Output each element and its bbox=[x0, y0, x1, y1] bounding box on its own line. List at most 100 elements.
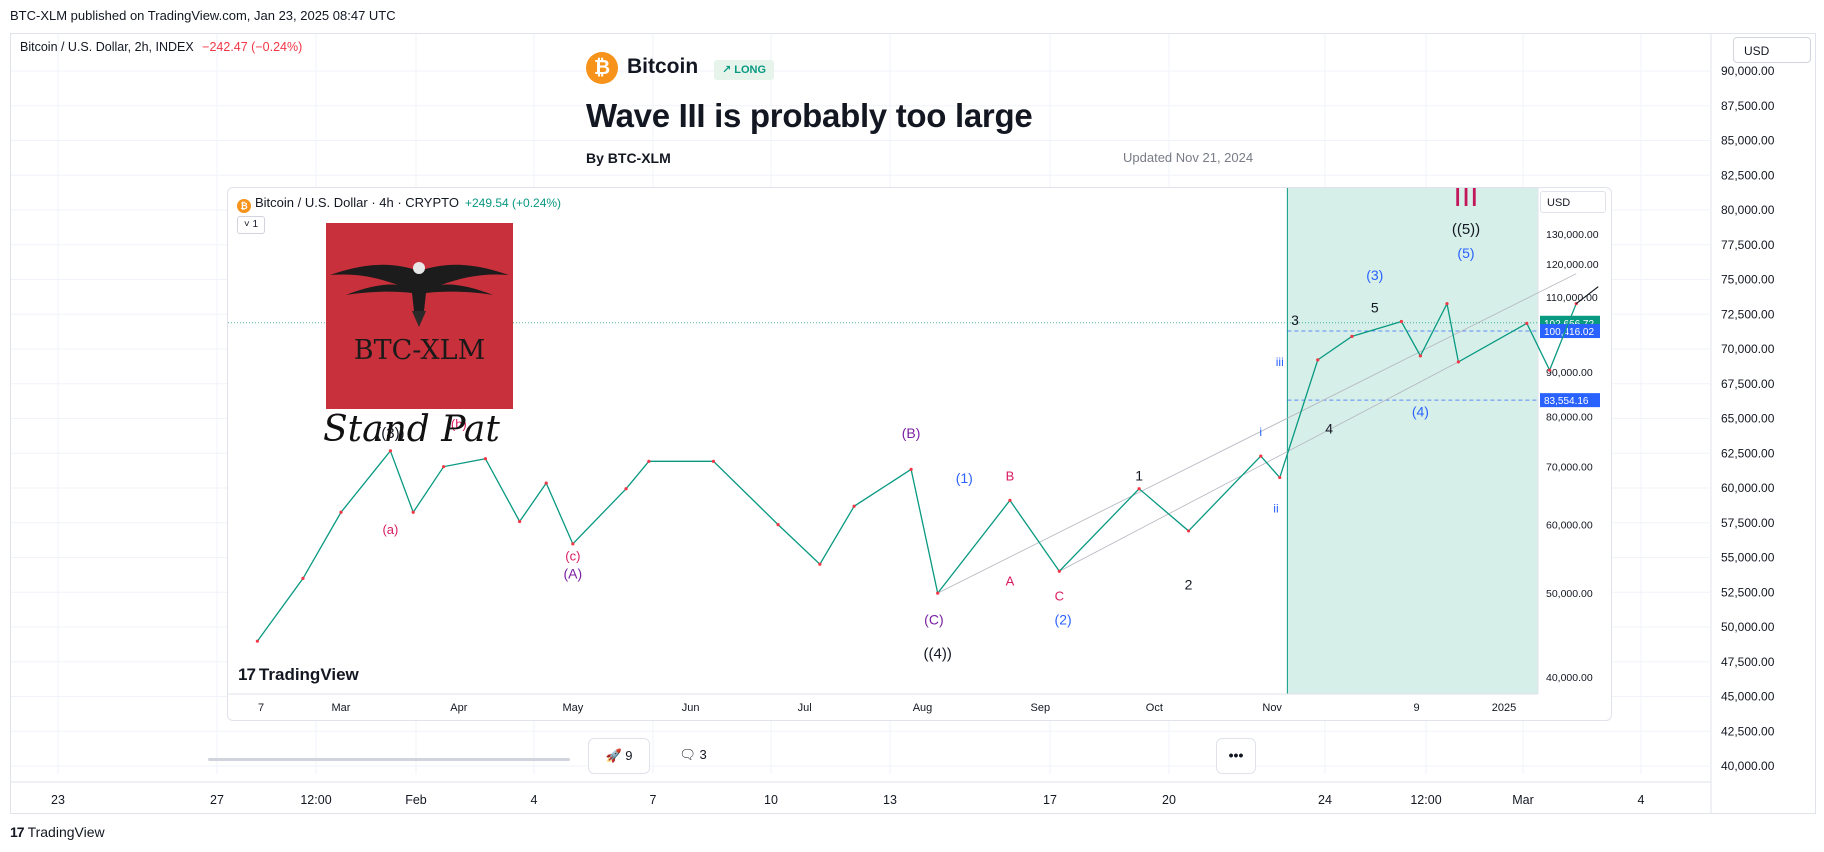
price-point bbox=[1057, 569, 1061, 573]
main-y-tick: 75,000.00 bbox=[1721, 273, 1775, 287]
main-y-tick: 42,500.00 bbox=[1721, 724, 1775, 738]
main-y-tick: 62,500.00 bbox=[1721, 446, 1775, 460]
inner-y-tick: 120,000.00 bbox=[1546, 259, 1599, 271]
main-x-tick: 23 bbox=[51, 793, 65, 807]
wave-label: B bbox=[1006, 468, 1015, 483]
price-point bbox=[1399, 319, 1403, 324]
wave-label: iii bbox=[1276, 355, 1284, 369]
tradingview-footer-text: TradingView bbox=[27, 824, 105, 840]
main-y-tick: 50,000.00 bbox=[1721, 620, 1775, 634]
symbol-link[interactable]: Bitcoin bbox=[627, 55, 699, 78]
wave-label: (b) bbox=[451, 416, 467, 431]
main-y-tick: 70,000.00 bbox=[1721, 342, 1775, 356]
main-x-tick: 12:00 bbox=[300, 793, 331, 807]
projection-zone bbox=[1287, 188, 1538, 694]
inner-y-tick: 70,000.00 bbox=[1546, 462, 1593, 474]
price-point bbox=[518, 519, 522, 524]
price-point bbox=[1278, 475, 1282, 480]
main-y-tick: 80,000.00 bbox=[1721, 203, 1775, 217]
tradingview-footer-logo-icon: 17 bbox=[10, 824, 25, 840]
channel-line bbox=[1059, 361, 1459, 572]
price-level-tag bbox=[1540, 324, 1600, 339]
wave-label: 4 bbox=[1325, 420, 1333, 436]
main-y-tick: 85,000.00 bbox=[1721, 134, 1775, 148]
main-x-tick: 10 bbox=[764, 793, 778, 807]
main-legend-symbol: Bitcoin / U.S. Dollar, 2h, INDEX bbox=[20, 40, 194, 54]
updated-date: Updated Nov 21, 2024 bbox=[1123, 150, 1254, 165]
price-point bbox=[442, 465, 446, 469]
author-logo: BTC-XLM bbox=[326, 223, 513, 409]
inner-x-tick: Aug bbox=[913, 702, 933, 714]
price-point bbox=[818, 562, 822, 566]
tradingview-footer: 17 TradingView bbox=[10, 824, 105, 840]
price-point bbox=[339, 510, 343, 514]
wave-label: (B) bbox=[902, 425, 921, 441]
main-x-tick: 7 bbox=[650, 793, 657, 807]
price-point bbox=[411, 510, 415, 514]
main-y-tick: 47,500.00 bbox=[1721, 655, 1775, 669]
price-point bbox=[1259, 454, 1263, 458]
price-point bbox=[571, 542, 575, 546]
bitcoin-icon-small: ₿ bbox=[237, 199, 251, 213]
main-x-tick: Mar bbox=[1512, 793, 1534, 807]
wave-label: (2) bbox=[1055, 611, 1072, 627]
price-point bbox=[647, 459, 651, 463]
main-y-tick: 57,500.00 bbox=[1721, 516, 1775, 530]
main-y-tick: 90,000.00 bbox=[1721, 64, 1775, 78]
main-y-tick: 52,500.00 bbox=[1721, 585, 1775, 599]
main-x-tick: 24 bbox=[1318, 793, 1332, 807]
wave-label: 5 bbox=[1371, 299, 1379, 315]
scrollbar[interactable] bbox=[208, 758, 570, 761]
price-point bbox=[852, 504, 856, 508]
inner-x-tick: Jun bbox=[682, 702, 700, 714]
boost-count: 9 bbox=[625, 748, 633, 763]
currency-selector[interactable]: USD bbox=[1733, 37, 1811, 63]
main-y-tick: 72,500.00 bbox=[1721, 307, 1775, 321]
main-x-tick: 12:00 bbox=[1410, 793, 1441, 807]
inner-currency-label: USD bbox=[1540, 191, 1606, 213]
inner-x-tick: Apr bbox=[450, 702, 467, 714]
inner-x-tick: Oct bbox=[1146, 702, 1163, 714]
inner-y-tick: 130,000.00 bbox=[1546, 229, 1599, 241]
inner-x-tick: 2025 bbox=[1492, 702, 1516, 714]
comments-button[interactable]: 🗨 3 bbox=[668, 738, 718, 772]
main-y-tick: 45,000.00 bbox=[1721, 690, 1775, 704]
wave-label: (5) bbox=[1457, 245, 1474, 261]
bitcoin-icon: ₿ bbox=[586, 52, 618, 84]
main-y-tick: 40,000.00 bbox=[1721, 759, 1775, 773]
wave-label: 2 bbox=[1185, 576, 1193, 592]
more-options-button[interactable]: ••• bbox=[1216, 738, 1256, 774]
price-level-value: 83,554.16 bbox=[1544, 396, 1589, 407]
wave-label: A bbox=[1006, 574, 1015, 589]
main-x-tick: 4 bbox=[1638, 793, 1645, 807]
collapse-indicators-button[interactable]: ˅ 1 bbox=[237, 216, 265, 234]
price-point bbox=[1008, 498, 1012, 502]
main-chart-legend: Bitcoin / U.S. Dollar, 2h, INDEX −242.47… bbox=[20, 40, 302, 54]
price-point bbox=[1137, 487, 1141, 491]
main-y-tick: 60,000.00 bbox=[1721, 481, 1775, 495]
stand-pat-caption: Stand Pat bbox=[323, 409, 500, 450]
wave-label: (A) bbox=[564, 565, 583, 581]
price-point bbox=[624, 487, 628, 491]
price-point bbox=[483, 457, 488, 461]
price-level-tag bbox=[1540, 393, 1600, 408]
wave-label: (3) bbox=[1366, 267, 1383, 283]
inner-y-tick: 50,000.00 bbox=[1546, 588, 1593, 600]
inner-legend-change: +249.54 (+0.24%) bbox=[464, 196, 562, 210]
main-x-tick: 17 bbox=[1043, 793, 1057, 807]
price-point bbox=[1186, 529, 1191, 533]
inner-x-tick: Mar bbox=[332, 702, 351, 714]
logo-text: BTC-XLM bbox=[353, 335, 486, 366]
main-legend-change: −242.47 (−0.24%) bbox=[202, 40, 303, 54]
inner-y-tick: 110,000.00 bbox=[1546, 292, 1598, 304]
author-byline[interactable]: By BTC-XLM bbox=[586, 150, 671, 166]
boost-button[interactable]: 🚀 9 bbox=[588, 738, 650, 774]
main-x-tick: 4 bbox=[531, 793, 538, 807]
wave-label: ((4)) bbox=[924, 646, 952, 663]
main-y-tick: 87,500.00 bbox=[1721, 99, 1775, 113]
price-point bbox=[1548, 368, 1552, 372]
price-point bbox=[255, 639, 259, 643]
inner-x-tick: Sep bbox=[1031, 702, 1051, 714]
idea-chart: 130,000.00 120,000.00 110,000.00 90,000.00 8… bbox=[228, 188, 1600, 714]
price-point bbox=[388, 449, 393, 453]
